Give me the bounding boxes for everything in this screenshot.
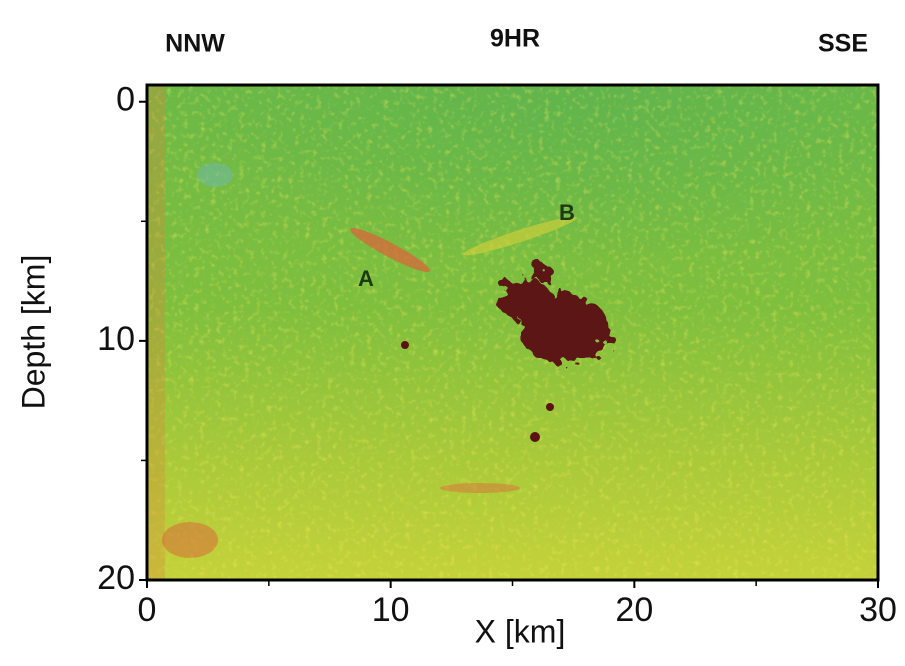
heatmap bbox=[147, 85, 878, 580]
y-tick-label: 20 bbox=[97, 559, 135, 597]
y-tick-label: 0 bbox=[116, 81, 135, 119]
x-axis-label: X [km] bbox=[475, 613, 566, 649]
annotation: B bbox=[559, 200, 575, 225]
right-label: SSE bbox=[818, 30, 868, 58]
x-tick-label: 10 bbox=[372, 591, 410, 629]
x-tick-label: 30 bbox=[859, 591, 897, 629]
chart-title: 9HR bbox=[490, 25, 540, 53]
y-axis-label: Depth [km] bbox=[15, 255, 51, 410]
left-label: NNW bbox=[165, 30, 225, 58]
y-tick-label: 10 bbox=[97, 320, 135, 358]
x-tick-label: 20 bbox=[615, 591, 653, 629]
x-tick-label: 0 bbox=[138, 591, 157, 629]
annotation: A bbox=[358, 266, 374, 291]
